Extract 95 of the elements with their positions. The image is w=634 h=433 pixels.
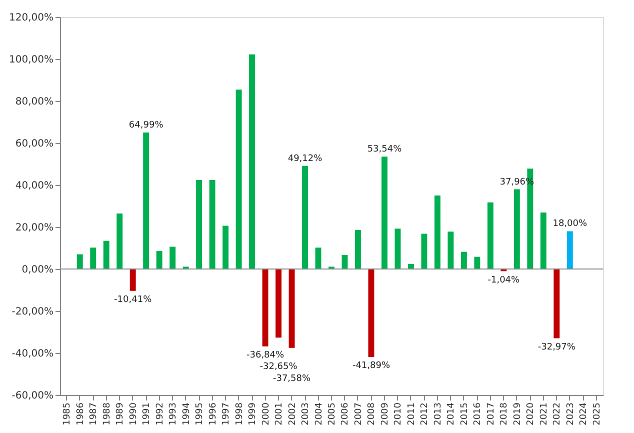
y-tick-label: 120,00% xyxy=(9,12,54,24)
bar xyxy=(116,214,123,269)
x-tick-label: 2021 xyxy=(539,402,550,426)
bar xyxy=(90,248,96,269)
bar xyxy=(394,228,401,269)
data-label: 53,54% xyxy=(367,144,402,155)
data-label: 49,12% xyxy=(288,154,323,164)
y-tick-label: -20,00% xyxy=(12,306,54,318)
x-tick-label: 2025 xyxy=(592,402,602,426)
y-tick-label: -40,00% xyxy=(12,348,54,360)
x-tick-label: 2010 xyxy=(394,402,404,426)
x-tick-label: 1987 xyxy=(89,402,100,426)
x-tick-label: 2007 xyxy=(354,402,364,426)
bar xyxy=(143,132,150,269)
bar xyxy=(209,180,216,269)
x-tick-label: 2011 xyxy=(406,402,417,426)
x-tick-label: 1992 xyxy=(155,402,166,426)
bar xyxy=(130,269,136,291)
data-label: -37,58% xyxy=(272,374,311,384)
bar xyxy=(355,230,361,269)
x-tick-label: 2008 xyxy=(367,402,378,426)
bar xyxy=(262,269,268,346)
x-tick-label: 2023 xyxy=(566,402,576,426)
x-tick-label: 1996 xyxy=(208,402,218,426)
x-tick-label: 2013 xyxy=(433,402,444,426)
x-tick-label: 1997 xyxy=(222,402,232,426)
bar xyxy=(487,202,494,269)
bar xyxy=(514,189,520,269)
bar xyxy=(170,246,176,269)
x-tick-label: 1989 xyxy=(116,402,126,426)
y-tick-label: 20,00% xyxy=(15,222,54,234)
bar xyxy=(276,269,282,338)
bar xyxy=(315,248,322,269)
x-tick-label: 1990 xyxy=(128,402,139,426)
bar xyxy=(76,254,83,269)
bar xyxy=(381,156,388,269)
x-tick-label: 2024 xyxy=(579,402,590,426)
data-label: -41,89% xyxy=(352,361,390,372)
bar xyxy=(554,269,560,338)
x-tick-label: 1994 xyxy=(182,402,192,426)
bar xyxy=(566,231,573,269)
x-tick-label: 2017 xyxy=(486,402,496,426)
x-tick-label: 1993 xyxy=(168,402,179,426)
x-tick-label: 1986 xyxy=(76,402,86,426)
y-tick-label: 80,00% xyxy=(15,96,54,108)
x-tick-label: 2014 xyxy=(446,402,457,426)
bar xyxy=(288,269,295,348)
x-tick-label: 2012 xyxy=(420,402,430,426)
data-label: 18,00% xyxy=(552,219,588,230)
bar xyxy=(474,256,480,269)
x-tick-label: 1985 xyxy=(62,402,73,426)
data-label: -32,65% xyxy=(260,362,298,372)
data-label: -32,97% xyxy=(538,342,576,352)
data-label: 64,99% xyxy=(128,120,164,131)
y-tick-label: 0,00% xyxy=(22,264,54,276)
bar xyxy=(156,250,162,269)
x-tick-label: 2016 xyxy=(473,402,484,426)
bar xyxy=(249,54,256,269)
x-tick-label: 1998 xyxy=(234,402,245,426)
x-tick-label: 2005 xyxy=(328,402,338,426)
data-label: -1,04% xyxy=(488,275,520,286)
x-tick-label: 2022 xyxy=(552,402,563,426)
x-tick-label: 1991 xyxy=(142,402,152,426)
bar xyxy=(302,166,308,269)
x-tick-label: 2019 xyxy=(512,402,523,426)
x-tick-label: 2006 xyxy=(340,402,351,426)
data-label: -10,41% xyxy=(114,295,152,306)
x-tick-label: 1999 xyxy=(248,402,258,426)
x-tick-label: 2009 xyxy=(380,402,390,426)
bar xyxy=(421,234,428,269)
y-tick-label: 40,00% xyxy=(15,180,54,192)
bar xyxy=(448,232,454,269)
bar xyxy=(408,264,414,269)
bar xyxy=(368,269,374,357)
x-tick-label: 2018 xyxy=(500,402,510,426)
data-label: -36,84% xyxy=(246,350,285,361)
x-tick-label: 2000 xyxy=(261,402,272,426)
bar xyxy=(196,180,202,269)
x-tick-label: 2020 xyxy=(526,402,536,426)
bar xyxy=(103,240,110,269)
bar xyxy=(222,226,229,269)
y-tick-label: -60,00% xyxy=(12,390,54,402)
bar xyxy=(434,196,440,269)
x-tick-label: 2003 xyxy=(301,402,312,426)
x-tick-label: 1988 xyxy=(102,402,112,426)
x-tick-label: 2004 xyxy=(314,402,324,426)
x-tick-label: 1995 xyxy=(195,402,206,426)
y-tick-label: 100,00% xyxy=(9,54,54,66)
bar xyxy=(460,252,467,269)
bar xyxy=(540,212,546,269)
x-tick-label: 2001 xyxy=(274,402,285,426)
bar xyxy=(236,90,242,269)
x-tick-label: 2002 xyxy=(288,402,298,426)
x-tick-label: 2015 xyxy=(460,402,470,426)
y-tick-label: 60,00% xyxy=(15,138,54,150)
